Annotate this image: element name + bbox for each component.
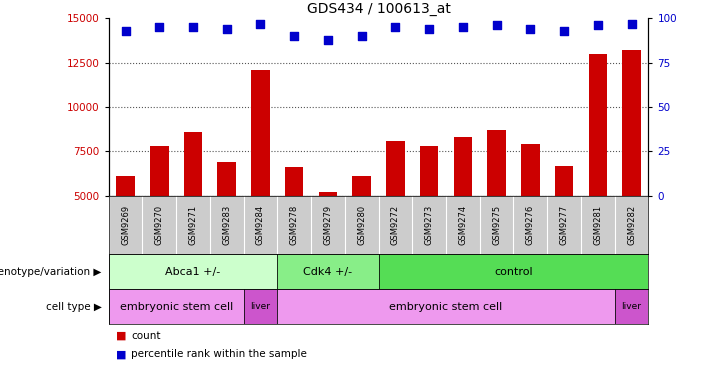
Text: GSM9277: GSM9277 bbox=[559, 205, 569, 245]
Text: GSM9275: GSM9275 bbox=[492, 205, 501, 245]
Point bbox=[457, 24, 468, 30]
Point bbox=[626, 21, 637, 27]
Text: GSM9271: GSM9271 bbox=[189, 205, 198, 245]
Bar bbox=[285, 167, 304, 284]
Point bbox=[120, 28, 131, 34]
Text: count: count bbox=[131, 331, 161, 341]
Bar bbox=[184, 132, 203, 284]
Text: GSM9276: GSM9276 bbox=[526, 205, 535, 245]
Point bbox=[187, 24, 198, 30]
Bar bbox=[278, 254, 379, 289]
Bar bbox=[554, 166, 573, 284]
Bar bbox=[379, 254, 648, 289]
Text: cell type ▶: cell type ▶ bbox=[46, 302, 102, 311]
Bar bbox=[278, 289, 615, 324]
Text: embryonic stem cell: embryonic stem cell bbox=[119, 302, 233, 311]
Text: GSM9270: GSM9270 bbox=[155, 205, 164, 245]
Bar bbox=[521, 144, 540, 284]
Bar bbox=[116, 176, 135, 284]
Text: GSM9272: GSM9272 bbox=[391, 205, 400, 245]
Text: GSM9279: GSM9279 bbox=[323, 205, 332, 245]
Text: liver: liver bbox=[250, 302, 271, 311]
Bar bbox=[420, 146, 438, 284]
Bar bbox=[109, 289, 244, 324]
Text: GSM9284: GSM9284 bbox=[256, 205, 265, 245]
Point bbox=[423, 26, 435, 32]
Bar bbox=[109, 254, 278, 289]
Point bbox=[154, 24, 165, 30]
Point bbox=[559, 28, 570, 34]
Bar bbox=[622, 50, 641, 284]
Point bbox=[525, 26, 536, 32]
Point bbox=[221, 26, 232, 32]
Text: ■: ■ bbox=[116, 331, 126, 341]
Bar bbox=[251, 70, 270, 284]
Bar bbox=[487, 130, 506, 284]
Text: control: control bbox=[494, 267, 533, 277]
Text: GSM9273: GSM9273 bbox=[425, 205, 434, 245]
Text: ■: ■ bbox=[116, 349, 126, 359]
Point bbox=[322, 37, 334, 42]
Point bbox=[491, 22, 502, 28]
Point bbox=[592, 22, 604, 28]
Text: genotype/variation ▶: genotype/variation ▶ bbox=[0, 267, 102, 277]
Text: GSM9274: GSM9274 bbox=[458, 205, 468, 245]
Title: GDS434 / 100613_at: GDS434 / 100613_at bbox=[306, 2, 451, 16]
Bar bbox=[615, 289, 648, 324]
Text: GSM9269: GSM9269 bbox=[121, 205, 130, 245]
Text: GSM9281: GSM9281 bbox=[593, 205, 602, 245]
Text: Cdk4 +/-: Cdk4 +/- bbox=[304, 267, 353, 277]
Point bbox=[289, 33, 300, 39]
Point bbox=[356, 33, 367, 39]
Bar bbox=[150, 146, 168, 284]
Text: Abca1 +/-: Abca1 +/- bbox=[165, 267, 221, 277]
Text: GSM9278: GSM9278 bbox=[290, 205, 299, 245]
Bar bbox=[454, 137, 472, 284]
Text: embryonic stem cell: embryonic stem cell bbox=[389, 302, 503, 311]
Text: GSM9282: GSM9282 bbox=[627, 205, 636, 245]
Bar bbox=[386, 141, 404, 284]
Bar bbox=[589, 54, 607, 284]
Text: GSM9283: GSM9283 bbox=[222, 205, 231, 245]
Point bbox=[390, 24, 401, 30]
Bar bbox=[244, 289, 278, 324]
Point bbox=[255, 21, 266, 27]
Text: percentile rank within the sample: percentile rank within the sample bbox=[131, 349, 307, 359]
Bar bbox=[353, 176, 371, 284]
Bar bbox=[319, 192, 337, 284]
Bar bbox=[217, 162, 236, 284]
Text: liver: liver bbox=[622, 302, 641, 311]
Text: GSM9280: GSM9280 bbox=[358, 205, 366, 245]
